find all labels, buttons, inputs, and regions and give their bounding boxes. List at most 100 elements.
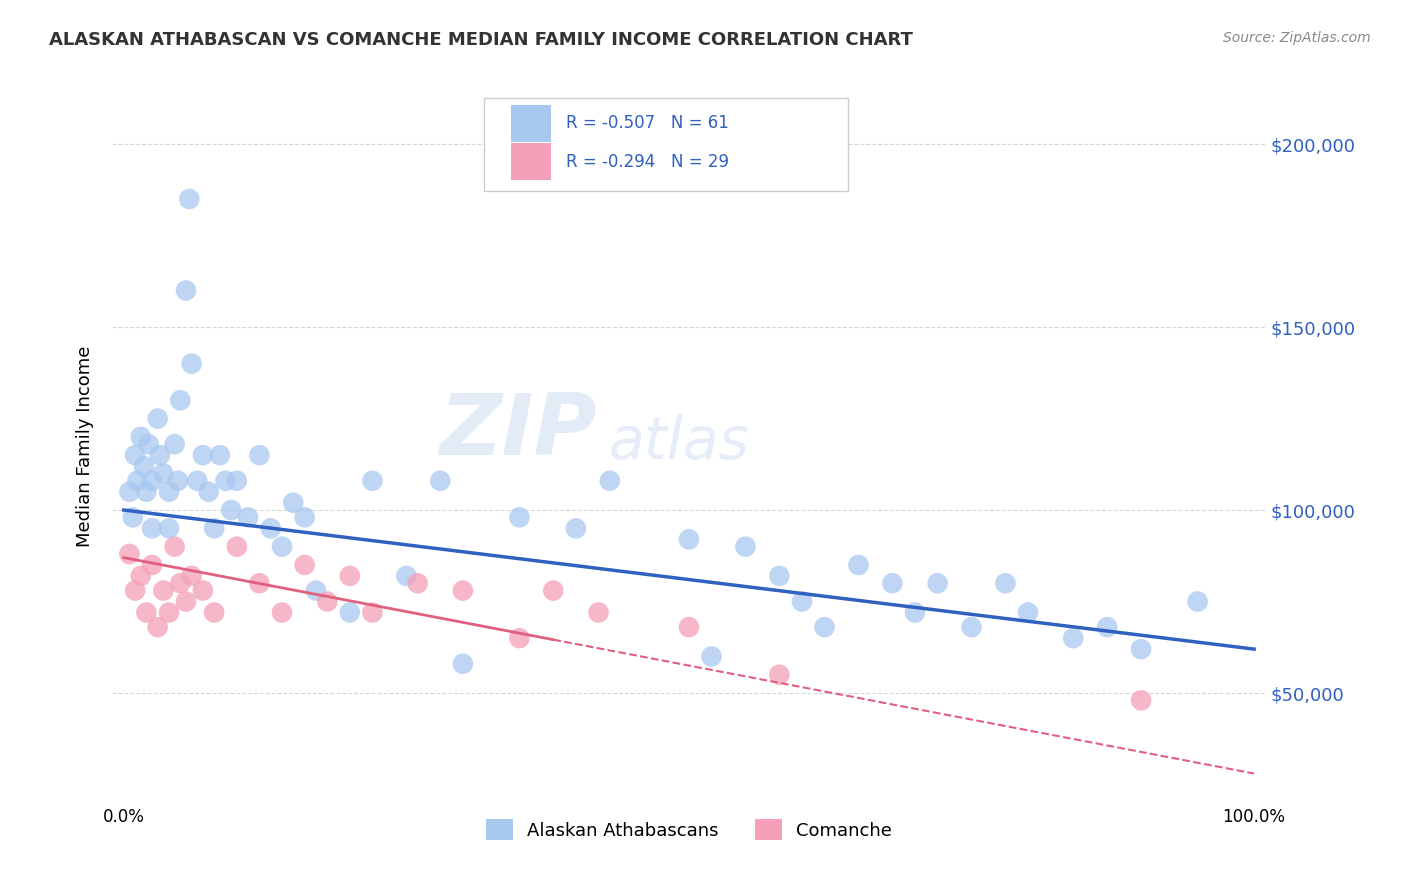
Point [271,540,294,554]
Point [395,569,418,583]
Point [152,583,174,598]
Point [678,533,700,547]
Point [565,521,588,535]
Point [129,569,152,583]
Point [283,496,305,510]
Point [734,540,756,554]
Legend: Alaskan Athabascans, Comanche: Alaskan Athabascans, Comanche [478,812,900,847]
Point [508,631,530,645]
Point [118,484,141,499]
Point [406,576,429,591]
Point [960,620,983,634]
Point [249,448,271,462]
Point [202,606,225,620]
Point [361,606,384,620]
Point [157,484,180,499]
Point [169,393,191,408]
Point [882,576,904,591]
Point [118,547,141,561]
Point [169,576,191,591]
Point [588,606,610,620]
Point [163,437,186,451]
Point [149,448,172,462]
Point [121,510,143,524]
Point [197,484,219,499]
Point [994,576,1017,591]
Point [191,448,214,462]
Point [249,576,271,591]
FancyBboxPatch shape [484,98,848,191]
Point [927,576,949,591]
Point [225,474,247,488]
Point [904,606,927,620]
Point [129,430,152,444]
Point [152,467,174,481]
Point [294,558,316,572]
Point [146,411,169,425]
Point [678,620,700,634]
Point [508,510,530,524]
Point [294,510,316,524]
Point [1187,594,1209,608]
Point [180,569,202,583]
Point [179,192,201,206]
Point [135,606,157,620]
Point [124,583,146,598]
Point [138,437,160,451]
Point [361,474,384,488]
Point [339,606,361,620]
Text: R = -0.294   N = 29: R = -0.294 N = 29 [565,153,728,171]
Point [451,657,474,671]
Point [186,474,208,488]
Point [191,583,214,598]
Point [146,620,169,634]
Point [225,540,247,554]
Point [316,594,339,608]
Point [1130,693,1153,707]
Text: ALASKAN ATHABASCAN VS COMANCHE MEDIAN FAMILY INCOME CORRELATION CHART: ALASKAN ATHABASCAN VS COMANCHE MEDIAN FA… [49,31,912,49]
Point [543,583,565,598]
Point [141,558,163,572]
Point [174,284,197,298]
Text: Source: ZipAtlas.com: Source: ZipAtlas.com [1223,31,1371,45]
Point [180,357,202,371]
Point [1095,620,1118,634]
Point [124,448,146,462]
Point [134,459,156,474]
Point [429,474,451,488]
Point [271,606,294,620]
Text: atlas: atlas [609,414,749,471]
Point [848,558,870,572]
Point [260,521,283,535]
Y-axis label: Median Family Income: Median Family Income [76,345,94,547]
Point [127,474,149,488]
Point [202,521,225,535]
Point [163,540,186,554]
Point [768,667,790,681]
FancyBboxPatch shape [512,104,551,142]
Point [790,594,813,608]
Text: R = -0.507   N = 61: R = -0.507 N = 61 [565,114,728,132]
Point [174,594,197,608]
Point [339,569,361,583]
Point [305,583,328,598]
Point [219,503,242,517]
Point [1062,631,1084,645]
Point [208,448,231,462]
Point [141,521,163,535]
Point [236,510,259,524]
Point [167,474,190,488]
Point [157,606,180,620]
Text: ZIP: ZIP [439,390,596,474]
Point [599,474,621,488]
Point [1017,606,1039,620]
Point [768,569,790,583]
Point [700,649,723,664]
Point [157,521,180,535]
Point [135,484,157,499]
Point [813,620,835,634]
Point [1130,642,1153,657]
Point [451,583,474,598]
Point [214,474,236,488]
FancyBboxPatch shape [512,144,551,180]
